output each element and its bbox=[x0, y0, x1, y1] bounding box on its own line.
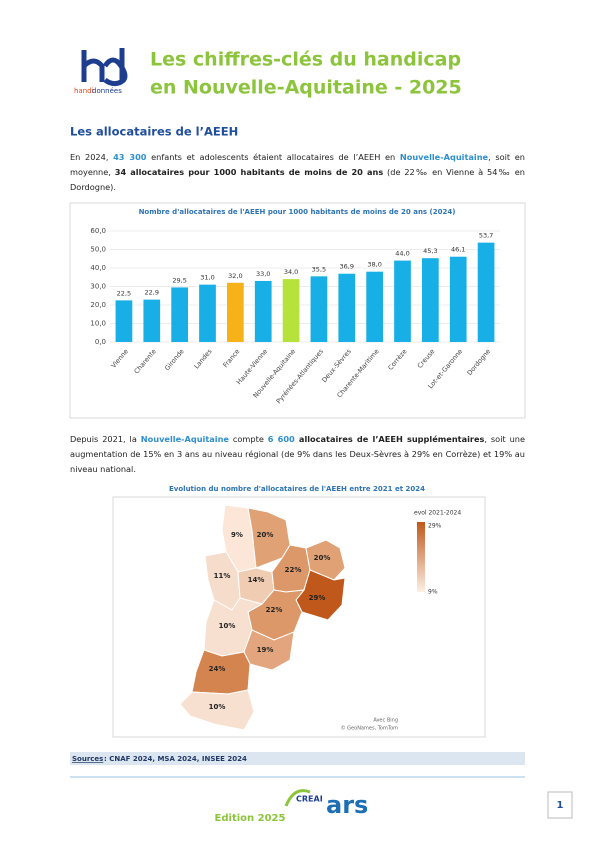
text-run: enfants et adolescents étaient allocatai… bbox=[146, 152, 400, 162]
bar bbox=[422, 258, 439, 342]
y-tick-label: 0,0 bbox=[95, 338, 106, 346]
text-run: compte bbox=[229, 434, 268, 444]
department-label: 10% bbox=[209, 703, 226, 711]
map-credit: Avec Bing bbox=[373, 718, 398, 724]
legend-min: 9% bbox=[428, 589, 438, 596]
map-credit: © GeoNames, TomTom bbox=[341, 725, 399, 732]
value-label: 38,0 bbox=[367, 261, 381, 269]
value-label: 36,9 bbox=[340, 263, 354, 271]
page-number-box bbox=[547, 791, 573, 819]
bar bbox=[310, 276, 328, 342]
department-label: 22% bbox=[285, 566, 302, 574]
map-title: Evolution du nombre d'allocataires de l'… bbox=[169, 485, 425, 493]
department-label: 22% bbox=[266, 606, 283, 614]
y-tick-label: 60,0 bbox=[90, 227, 106, 235]
y-tick-label: 30,0 bbox=[90, 283, 106, 291]
value-label: 35,5 bbox=[312, 265, 326, 273]
bar bbox=[282, 279, 300, 342]
bar bbox=[115, 300, 133, 342]
text-run: Depuis 2021, la bbox=[70, 434, 141, 444]
edition: Edition 2025 bbox=[215, 813, 286, 824]
bar bbox=[171, 287, 188, 342]
page-number: 1 bbox=[557, 800, 564, 811]
bar bbox=[143, 299, 161, 342]
chart-title: Nombre d'allocataires de l'AEEH pour 100… bbox=[139, 208, 456, 216]
value-label: 34,0 bbox=[284, 268, 298, 276]
text-run: Nouvelle-Aquitaine bbox=[140, 434, 229, 444]
value-label: 53,7 bbox=[479, 232, 493, 240]
bar bbox=[338, 273, 356, 342]
bar bbox=[199, 284, 216, 342]
value-label: 46,1 bbox=[451, 246, 465, 254]
legend-gradient bbox=[417, 522, 425, 592]
logo-word: données bbox=[92, 87, 122, 95]
department-label: 14% bbox=[248, 576, 265, 584]
value-label: 32,0 bbox=[228, 272, 242, 280]
y-tick-label: 40,0 bbox=[90, 264, 106, 272]
text-run: , soit en moyenne, bbox=[70, 152, 525, 177]
logo-swoosh bbox=[284, 789, 311, 807]
y-tick-label: 10,0 bbox=[90, 320, 106, 328]
footer-logo: CREAI bbox=[296, 795, 323, 804]
department-label: 20% bbox=[257, 531, 274, 539]
sources-label: Sources bbox=[72, 755, 103, 763]
bar bbox=[477, 242, 495, 342]
value-label: 45,3 bbox=[423, 247, 437, 255]
page-title: Les chiffres-clés du handicap bbox=[150, 49, 461, 71]
department-label: 19% bbox=[257, 646, 274, 654]
value-label: 44,0 bbox=[395, 250, 409, 258]
sources-text: : CNAF 2024, MSA 2024, INSEE 2024 bbox=[104, 755, 247, 763]
section-title: Les allocataires de l’AEEH bbox=[70, 125, 238, 139]
y-tick-label: 50,0 bbox=[90, 246, 106, 254]
sources-band bbox=[70, 752, 525, 765]
map: 9% 20% 11% 14% 22% 20% 29% 22% 10% 19% 24% 10% bbox=[179, 504, 346, 731]
text-run: allocataires de l’AEEH supplémentaires bbox=[294, 434, 485, 444]
logo-word: handi bbox=[74, 87, 94, 95]
text-run: (de 22‰ en Vienne à 54‰ en Dordogne). bbox=[70, 167, 525, 192]
value-label: 22,5 bbox=[117, 289, 131, 297]
bar bbox=[366, 271, 383, 342]
bar bbox=[449, 256, 467, 342]
value-label: 22,9 bbox=[145, 289, 159, 297]
text-run: , soit une augmentation de 15% en 3 ans … bbox=[70, 434, 526, 474]
text-run: 34 allocataires pour 1000 habitants de m… bbox=[114, 167, 384, 177]
text-run: En 2024, bbox=[70, 152, 114, 162]
department-label: 20% bbox=[314, 554, 331, 562]
department-label: 11% bbox=[214, 572, 231, 580]
legend-title: evol 2021-2024 bbox=[414, 510, 461, 517]
text-run: 43 300 bbox=[113, 152, 147, 162]
department-label: 10% bbox=[219, 622, 236, 630]
department-label: 24% bbox=[209, 665, 226, 673]
footer-logo: ars bbox=[326, 791, 368, 819]
value-label: 29,5 bbox=[172, 276, 186, 284]
department bbox=[179, 689, 255, 731]
department-label: 29% bbox=[309, 594, 326, 602]
value-label: 33,0 bbox=[256, 270, 270, 278]
text-run: 6 600 bbox=[267, 434, 295, 444]
bar bbox=[394, 260, 411, 342]
bar bbox=[227, 282, 244, 342]
page-title: en Nouvelle-Aquitaine - 2025 bbox=[150, 77, 462, 99]
paragraph: En 2024, 43 300 enfants et adolescents é… bbox=[70, 150, 525, 195]
bar bbox=[254, 280, 272, 342]
department-label: 9% bbox=[231, 531, 243, 539]
text-run: Nouvelle-Aquitaine bbox=[399, 152, 489, 162]
paragraph: Depuis 2021, la Nouvelle-Aquitaine compt… bbox=[70, 432, 525, 477]
y-tick-label: 20,0 bbox=[90, 301, 106, 309]
logo-mark bbox=[81, 48, 128, 87]
value-label: 31,0 bbox=[200, 274, 214, 282]
legend-max: 29% bbox=[428, 523, 442, 530]
